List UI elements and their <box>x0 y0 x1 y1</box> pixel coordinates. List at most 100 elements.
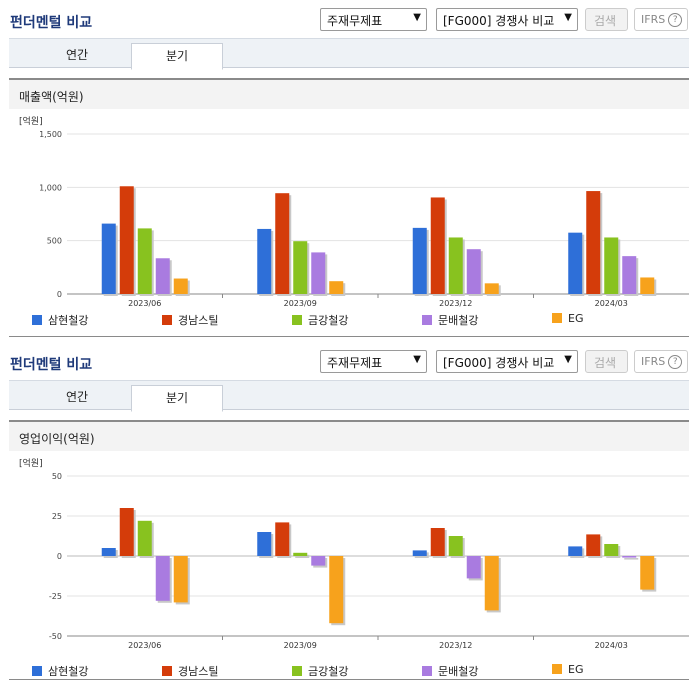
bar <box>293 552 308 556</box>
y-tick-label: 0 <box>57 552 62 561</box>
legend-item[interactable]: EG <box>552 663 583 676</box>
bar-shadow <box>624 558 639 560</box>
period-tabs: 연간 분기 <box>9 380 689 412</box>
y-unit-label: [억원] <box>19 115 43 127</box>
legend-swatch <box>552 313 562 323</box>
panel-header: 펀더멘털 비교 주재무제표 ▼ [FG000] 경쟁사 비교 ▼ 검색 IFRS… <box>0 342 696 380</box>
legend-label: 경남스틸 <box>178 665 219 678</box>
x-tick-label: 2023/06 <box>128 299 161 308</box>
operating-profit-chart-svg: [억원] -50 -25 0 25 50 2023/06 2023/09 2023/12 2024… <box>19 457 689 650</box>
bar <box>448 237 463 294</box>
bar <box>448 536 463 556</box>
panel-title: 펀더멘털 비교 <box>10 15 93 31</box>
bar <box>137 228 152 294</box>
bar <box>173 278 188 294</box>
bar <box>311 252 326 294</box>
x-tick-label: 2023/12 <box>439 641 472 650</box>
chevron-down-icon: ▼ <box>413 12 421 23</box>
help-icon: ? <box>668 355 683 369</box>
legend-item[interactable]: 삼현철강 <box>32 312 88 328</box>
bar <box>568 232 583 294</box>
panel-title: 펀더멘털 비교 <box>10 357 93 373</box>
legend-label: EG <box>568 312 584 325</box>
bar <box>101 223 116 294</box>
bar <box>484 556 499 611</box>
legend-item[interactable]: 문배철강 <box>422 312 478 328</box>
bar <box>622 556 637 558</box>
bar <box>311 556 326 566</box>
bar <box>155 258 170 294</box>
ifrs-button[interactable]: IFRS? <box>634 350 688 373</box>
legend-swatch <box>292 315 302 325</box>
y-tick-label: 0 <box>57 290 62 299</box>
bar <box>329 556 344 624</box>
x-tick-label: 2023/06 <box>128 641 161 650</box>
bar <box>173 556 188 603</box>
bar <box>275 522 290 556</box>
legend-swatch <box>32 315 42 325</box>
x-tick-label: 2023/12 <box>439 299 472 308</box>
x-tick-label: 2024/03 <box>595 299 628 308</box>
bar <box>101 548 116 556</box>
y-tick-label: -25 <box>49 592 62 601</box>
help-icon: ? <box>668 13 683 27</box>
statement-select-value: 주재무제표 <box>327 14 383 28</box>
compare-select[interactable]: [FG000] 경쟁사 비교 ▼ <box>436 8 578 31</box>
y-tick-label: 50 <box>52 472 62 481</box>
chevron-down-icon: ▼ <box>564 354 572 365</box>
y-tick-label: 25 <box>52 512 62 521</box>
bar <box>586 534 601 556</box>
search-button[interactable]: 검색 <box>585 350 628 373</box>
bar <box>155 556 170 601</box>
statement-select[interactable]: 주재무제표 ▼ <box>320 350 427 373</box>
legend-item[interactable]: EG <box>552 312 583 325</box>
divider <box>9 679 689 680</box>
legend-item[interactable]: 문배철강 <box>422 663 478 679</box>
search-button[interactable]: 검색 <box>585 8 628 31</box>
panel-header: 펀더멘털 비교 주재무제표 ▼ [FG000] 경쟁사 비교 ▼ 검색 IFRS… <box>0 0 696 38</box>
bar <box>586 191 601 294</box>
legend-label: 경남스틸 <box>178 314 219 327</box>
bar-shadow <box>295 554 310 558</box>
chart-subtitle: 매출액(억원) <box>9 78 689 109</box>
legend-label: 금강철강 <box>308 314 349 327</box>
compare-select-value: [FG000] 경쟁사 비교 <box>443 14 555 28</box>
bar <box>640 556 655 590</box>
bar <box>119 186 134 294</box>
bar <box>466 556 481 579</box>
legend-item[interactable]: 금강철강 <box>292 312 348 328</box>
legend-item[interactable]: 금강철강 <box>292 663 348 679</box>
legend-swatch <box>552 664 562 674</box>
compare-select[interactable]: [FG000] 경쟁사 비교 ▼ <box>436 350 578 373</box>
tab-quarterly[interactable]: 분기 <box>131 385 223 412</box>
bar <box>275 193 290 294</box>
fundamental-panel-operating-profit: 펀더멘털 비교 주재무제표 ▼ [FG000] 경쟁사 비교 ▼ 검색 IFRS… <box>0 342 696 685</box>
legend-label: 삼현철강 <box>48 314 89 327</box>
y-unit-label: [억원] <box>19 457 43 469</box>
fundamental-panel-revenue: 펀더멘털 비교 주재무제표 ▼ [FG000] 경쟁사 비교 ▼ 검색 IFRS… <box>0 0 696 331</box>
legend-label: 문배철강 <box>438 665 479 678</box>
bar <box>568 546 583 556</box>
tab-annual[interactable]: 연간 <box>65 390 89 404</box>
tab-quarterly[interactable]: 분기 <box>131 43 223 70</box>
y-tick-label: -50 <box>49 632 62 641</box>
legend-label: 금강철강 <box>308 665 349 678</box>
bar <box>466 249 481 294</box>
bar <box>484 283 499 294</box>
bar <box>412 550 427 556</box>
x-tick-label: 2023/09 <box>284 641 317 650</box>
chart-subtitle: 영업이익(억원) <box>9 420 689 451</box>
operating-profit-chart: [억원] -50 -25 0 25 50 2023/06 2023/09 2023/12 2024… <box>9 451 689 685</box>
legend-item[interactable]: 경남스틸 <box>162 312 218 328</box>
bar <box>137 520 152 556</box>
legend-label: EG <box>568 663 584 676</box>
legend-item[interactable]: 경남스틸 <box>162 663 218 679</box>
bar <box>257 532 272 556</box>
statement-select[interactable]: 주재무제표 ▼ <box>320 8 427 31</box>
bar <box>604 237 619 294</box>
legend-swatch <box>162 315 172 325</box>
legend-item[interactable]: 삼현철강 <box>32 663 88 679</box>
bar <box>329 281 344 294</box>
tab-annual[interactable]: 연간 <box>65 48 89 62</box>
ifrs-button[interactable]: IFRS? <box>634 8 688 31</box>
